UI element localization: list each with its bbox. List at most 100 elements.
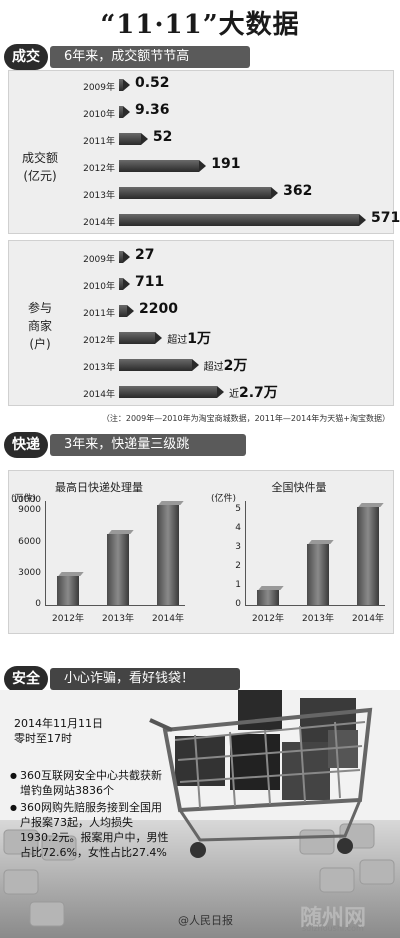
merchant-axis-label-unit: (户)	[29, 337, 51, 351]
shopping-cart-icon	[149, 690, 373, 858]
data-bar	[119, 160, 200, 172]
value-label: 超过1万	[167, 331, 212, 347]
bar-arrow	[359, 214, 366, 226]
value-label: 191	[211, 156, 241, 172]
watermark-url: suizhoushi.com	[302, 924, 364, 933]
year-label: 2014年	[83, 390, 115, 400]
bar-top	[58, 571, 84, 576]
data-note: （注：2009年—2010年为淘宝商城数据，2011年—2014年为天猫+淘宝数…	[101, 414, 390, 423]
bar-arrow	[271, 187, 279, 199]
year-label: 2012年	[83, 336, 115, 346]
chart-title: 最高日快递处理量	[55, 481, 143, 494]
chart-title: 全国快件量	[271, 481, 327, 494]
merchant-panel: 参与 商家 (户) 2009年 27 2010年 711 2011年 2200 2012年超…	[8, 240, 394, 406]
section-badge-turnover: 成交	[4, 44, 48, 70]
y-axis	[45, 501, 46, 605]
express-panel: 最高日快递处理量 (万件) 0 3000 6000 9000 10000 2012年 2013年…	[8, 470, 394, 634]
value-prefix: 超过	[167, 335, 188, 346]
year-label: 2013年	[83, 363, 115, 373]
safety-date-line2: 零时至17时	[14, 732, 72, 745]
x-axis	[245, 605, 385, 606]
bar-top	[308, 540, 334, 545]
turnover-axis-label: 成交额 (亿元)	[15, 149, 65, 185]
safety-date: 2014年11月11日 零时至17时	[14, 716, 103, 746]
year-label: 2012年	[83, 164, 115, 174]
value-label: 近2.7万	[229, 385, 278, 401]
bar-arrow	[123, 278, 130, 290]
data-bar	[119, 332, 156, 344]
merchant-axis-label-line1: 参与	[27, 301, 52, 315]
bar-arrow	[140, 133, 148, 145]
data-bar	[307, 544, 329, 605]
safety-bullet-1: 360互联网安全中心共截获新增钓鱼网站3836个	[10, 768, 170, 798]
data-bar	[157, 505, 179, 605]
bar-arrow	[191, 359, 199, 371]
merchant-axis-label: 参与 商家 (户)	[15, 299, 65, 353]
bar-arrow	[199, 160, 207, 172]
section-banner-turnover: 6年来，成交额节节高	[50, 46, 250, 68]
y-tick-label: 0	[35, 599, 41, 609]
year-label: 2009年	[83, 83, 115, 93]
year-label: 2014年	[83, 218, 115, 228]
data-bar	[57, 575, 79, 605]
data-bar	[119, 214, 359, 226]
data-bar	[119, 305, 127, 317]
unit-label: (亿件)	[211, 494, 237, 504]
bar-top	[108, 530, 134, 535]
page-title: “11·11”大数据	[100, 10, 300, 40]
section-banner-safety: 小心诈骗，看好钱袋！	[50, 668, 240, 690]
y-axis	[245, 501, 246, 605]
year-label: 2011年	[83, 309, 115, 319]
y-tick-label: 0	[235, 599, 241, 609]
year-label: 2013年	[83, 191, 115, 201]
data-bar	[119, 278, 123, 290]
x-axis	[45, 605, 185, 606]
safety-date-line1: 2014年11月11日	[14, 717, 103, 730]
value-label: 571	[371, 210, 400, 226]
turnover-panel: 成交额 (亿元) 2009年 0.52 2010年 9.36 2011年 52 2012年 1…	[8, 70, 400, 234]
x-tick-label: 2013年	[102, 614, 134, 624]
value-label: 711	[135, 274, 165, 290]
data-bar	[119, 386, 217, 398]
y-tick-label: 4	[235, 523, 241, 534]
credit-text: @人民日报	[178, 914, 233, 927]
data-bar	[119, 106, 123, 118]
value-label: 362	[283, 183, 313, 199]
y-tick-label: 5	[235, 504, 241, 515]
y-tick-label: 3	[235, 542, 241, 553]
x-tick-label: 2014年	[152, 614, 184, 624]
year-label: 2010年	[83, 282, 115, 292]
value-label: 0.52	[135, 75, 170, 91]
value-label: 27	[135, 247, 155, 263]
x-tick-label: 2012年	[252, 614, 284, 624]
bar-arrow	[126, 305, 134, 317]
y-tick-label: 3000	[18, 567, 41, 578]
x-tick-label: 2013年	[302, 614, 334, 624]
bar-top	[258, 585, 284, 590]
section-badge-express: 快递	[4, 432, 48, 458]
bar-arrow	[123, 79, 130, 91]
year-label: 2011年	[83, 137, 115, 147]
bar-arrow	[123, 106, 130, 118]
value-prefix: 近	[229, 389, 239, 400]
data-bar	[119, 359, 192, 371]
data-bar	[119, 133, 141, 145]
value-label: 超过2万	[203, 358, 248, 374]
data-bar	[107, 534, 129, 605]
turnover-axis-label-main: 成交额	[21, 151, 58, 165]
value-label: 9.36	[135, 102, 170, 118]
data-bar	[257, 589, 279, 605]
x-tick-label: 2012年	[52, 614, 84, 624]
bar-top	[358, 502, 384, 507]
watermark-logo: 随州网	[300, 905, 367, 931]
year-label: 2009年	[83, 255, 115, 265]
merchant-axis-label-line2: 商家	[27, 319, 52, 333]
bar-arrow	[217, 386, 224, 398]
y-tick-label: 6000	[18, 536, 41, 547]
y-tick-label: 1	[235, 580, 241, 591]
section-banner-express: 3年来，快递量三级跳	[50, 434, 246, 456]
value-label: 52	[152, 129, 173, 145]
bar-arrow	[123, 251, 130, 263]
value-prefix: 超过	[203, 362, 224, 373]
y-tick-label: 10000	[12, 495, 41, 505]
